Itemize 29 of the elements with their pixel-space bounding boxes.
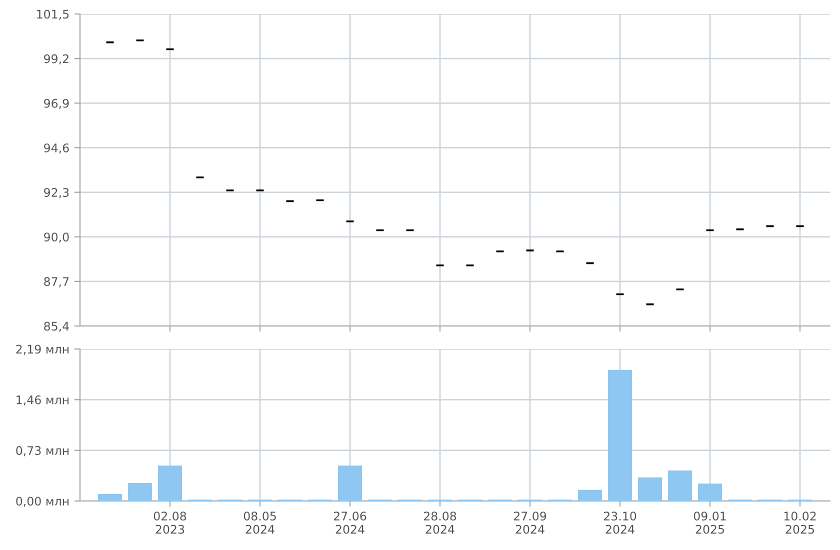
- y-tick-label: 0,73 млн: [16, 446, 69, 456]
- y-tick-label: 96,9: [44, 98, 69, 109]
- bar: [578, 490, 602, 501]
- y-tick-label: 0,00 млн: [16, 496, 69, 507]
- x-tick-label: 09.01 2025: [694, 512, 726, 534]
- y-tick-label: 94,6: [44, 143, 69, 154]
- x-tick-label: 27.09 2024: [514, 512, 546, 534]
- bar: [608, 370, 632, 501]
- y-tick-label: 87,7: [44, 277, 69, 288]
- bar: [638, 477, 662, 501]
- y-tick-label: 1,46 млн: [16, 395, 69, 406]
- bar: [338, 466, 362, 501]
- y-tick-label: 99,2: [44, 54, 68, 64]
- x-tick-label: 23.10 2024: [604, 512, 636, 534]
- x-tick-label: 10.02 2025: [784, 512, 816, 534]
- y-tick-label: 85,4: [44, 322, 69, 332]
- bar: [128, 482, 152, 501]
- bar: [158, 466, 182, 501]
- x-tick-label: 27.06 2024: [334, 512, 366, 534]
- bar: [668, 470, 692, 501]
- y-tick-label: 92,3: [44, 188, 69, 198]
- x-tick-label: 08.05 2024: [244, 512, 276, 534]
- x-tick-label: 28.08 2024: [424, 512, 456, 534]
- y-tick-label: 90,0: [44, 232, 69, 243]
- y-tick-label: 101,5: [37, 10, 69, 20]
- bar: [98, 494, 122, 501]
- y-tick-label: 2,19 млн: [16, 344, 69, 355]
- x-tick-label: 02.08 2023: [154, 512, 186, 534]
- bar: [698, 484, 722, 501]
